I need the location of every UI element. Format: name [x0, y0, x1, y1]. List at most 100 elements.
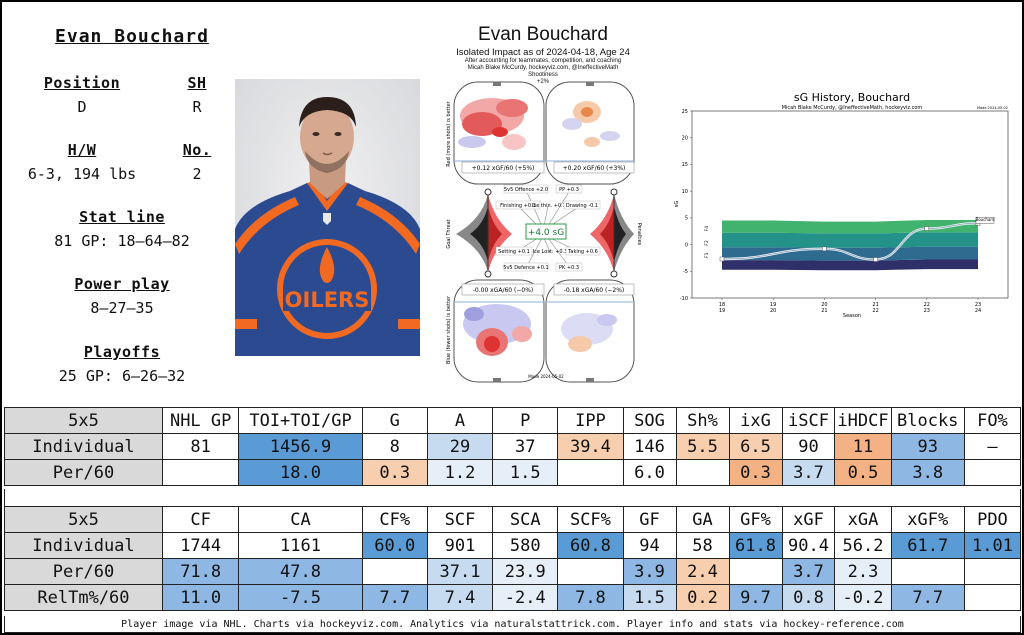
history-lane-label: F1 [704, 252, 710, 258]
history-ytick-label: 20 [682, 136, 688, 142]
table-corner-cell: 5x5 [4, 407, 163, 434]
table-cell: 47.8 [238, 558, 363, 585]
table-header-cell: xGA [834, 506, 892, 533]
defence-label: 5v5 Defence +0.1 [503, 265, 548, 271]
table-cell: 6.0 [622, 459, 677, 486]
history-ylabel: sG [674, 201, 680, 208]
table-cell [963, 584, 1022, 611]
history-ytick-label: 10 [682, 189, 688, 195]
number-value: 2 [192, 165, 202, 183]
powerplay-label: Power play [74, 275, 170, 293]
table-cell: 6.5 [728, 433, 783, 460]
total-sg-label: +4.0 sG [528, 228, 564, 238]
row-label-cell: RelTm%/60 [4, 584, 163, 611]
history-credit: Micah Blake McCurdy, @IneffectiveMath, h… [782, 105, 923, 111]
history-series: Bouchard [719, 216, 995, 262]
table-header-cell: CA [238, 506, 363, 533]
table-cell: -7.5 [238, 584, 363, 611]
pk-label: PK +0.3 [559, 265, 579, 271]
table-cell: 3.7 [781, 459, 836, 486]
hw-label: H/W [67, 141, 97, 159]
table-header-cell: GA [675, 506, 730, 533]
history-xtick-label: 21 [821, 308, 827, 314]
history-point-label: Bouchard [975, 217, 994, 222]
table-cell: 146 [622, 433, 677, 460]
history-xtick-label: 23 [924, 308, 930, 314]
table-header-cell: TOI+TOI/GP [238, 407, 363, 434]
table-cell: 7.7 [890, 584, 965, 611]
blue-better-label: Blue (fewer shots) is better [446, 295, 452, 364]
table-row: Individual 81 1456.9 8 29 37 39.4 146 5.5 6.5 90 11… [4, 433, 1022, 460]
table-cell: 1161 [238, 532, 363, 559]
history-stamp: Made 2024-05-02 [977, 106, 1008, 110]
history-band-0 [722, 259, 978, 271]
table-cell: 3.9 [622, 558, 677, 585]
history-xtick-label: 21 [872, 302, 878, 308]
statline-label: Stat line [79, 208, 165, 226]
playoffs-label: Playoffs [83, 343, 161, 361]
player-name: Evan Bouchard [55, 26, 209, 47]
row-label-cell: Per/60 [4, 558, 163, 585]
history-point [924, 226, 930, 231]
row-label-cell: Individual [4, 433, 163, 460]
table-cell [728, 558, 783, 585]
individual-stats-table: 5x5 NHL GP TOI+TOI/GP G A P IPP SOG Sh% ixG iSCF iH… [4, 407, 1022, 486]
position-label: Position [43, 74, 121, 92]
table-cell: 0.3 [728, 459, 783, 486]
table-cell: 5.5 [675, 433, 730, 460]
table-cell: 9.7 [728, 584, 783, 611]
table-header-cell: ixG [728, 407, 783, 434]
history-point-label-box [975, 216, 995, 224]
table-row: Individual 1744 1161 60.0 901 580 60.8 94 58 61.8… [4, 532, 1022, 559]
history-ytick-label: 0 [685, 242, 688, 248]
table-header-cell: CF% [361, 506, 428, 533]
defence-rink-right [545, 279, 635, 383]
xgf-left-text: +0.12 xGF/60 (+5%) [472, 165, 535, 172]
table-cell: 2.3 [834, 558, 892, 585]
penalties-distribution [590, 188, 634, 278]
table-cell: 8 [361, 433, 428, 460]
table-cell: 1.2 [426, 459, 494, 486]
table-corner-cell: 5x5 [4, 506, 163, 533]
jersey-logo-text: OILERS [285, 288, 370, 312]
table-header-cell: SCA [492, 506, 559, 533]
table-header-cell: P [492, 407, 559, 434]
table-header-cell: G [361, 407, 428, 434]
table-cell [963, 459, 1022, 486]
goal-threat-distribution [456, 188, 512, 278]
table-header-cell: GF% [728, 506, 783, 533]
table-header-cell: SCF [426, 506, 494, 533]
history-xtick-label: 19 [719, 308, 725, 314]
player-photo: OILERS [235, 79, 420, 356]
number-label: No. [182, 141, 212, 159]
isolated-impact-chart: Evan Bouchard Isolated Impact as of 2024… [442, 24, 644, 384]
icethin-label: Ice thin. +0.3 [532, 203, 566, 209]
table-cell: 7.8 [557, 584, 624, 611]
sg-history-chart: sG History, Bouchard Micah Blake McCurdy… [662, 90, 1012, 322]
table-header-cell: SOG [622, 407, 677, 434]
table-header-cell: iSCF [781, 407, 836, 434]
table-cell: 1.01 [963, 532, 1022, 559]
shootiness-label: Shootiness [528, 72, 558, 78]
table-header-cell: IPP [557, 407, 624, 434]
table-header-cell: SCF% [557, 506, 624, 533]
table-header-cell: GF [622, 506, 677, 533]
table-header-row: 5x5 NHL GP TOI+TOI/GP G A P IPP SOG Sh% ixG iSCF iH… [4, 407, 1022, 434]
table-cell: 1.5 [492, 459, 559, 486]
history-xtick-label: 24 [975, 308, 981, 314]
history-lane-label: F2 [704, 240, 710, 246]
table-cell [675, 459, 730, 486]
setting-label: Setting +0.1 [498, 249, 530, 255]
history-point [822, 246, 827, 252]
drawing-label: Drawing -0.1 [566, 203, 598, 209]
history-ytick-label: -5 [683, 269, 688, 275]
table-header-cell: CF [161, 506, 240, 533]
table-cell: 90 [781, 433, 836, 460]
table-cell: 23.9 [492, 558, 559, 585]
history-xtick-label: 19 [770, 302, 776, 308]
table-cell: 0.2 [675, 584, 730, 611]
history-bands [722, 220, 978, 271]
history-band-2 [722, 232, 978, 248]
table-cell: -2.4 [492, 584, 559, 611]
